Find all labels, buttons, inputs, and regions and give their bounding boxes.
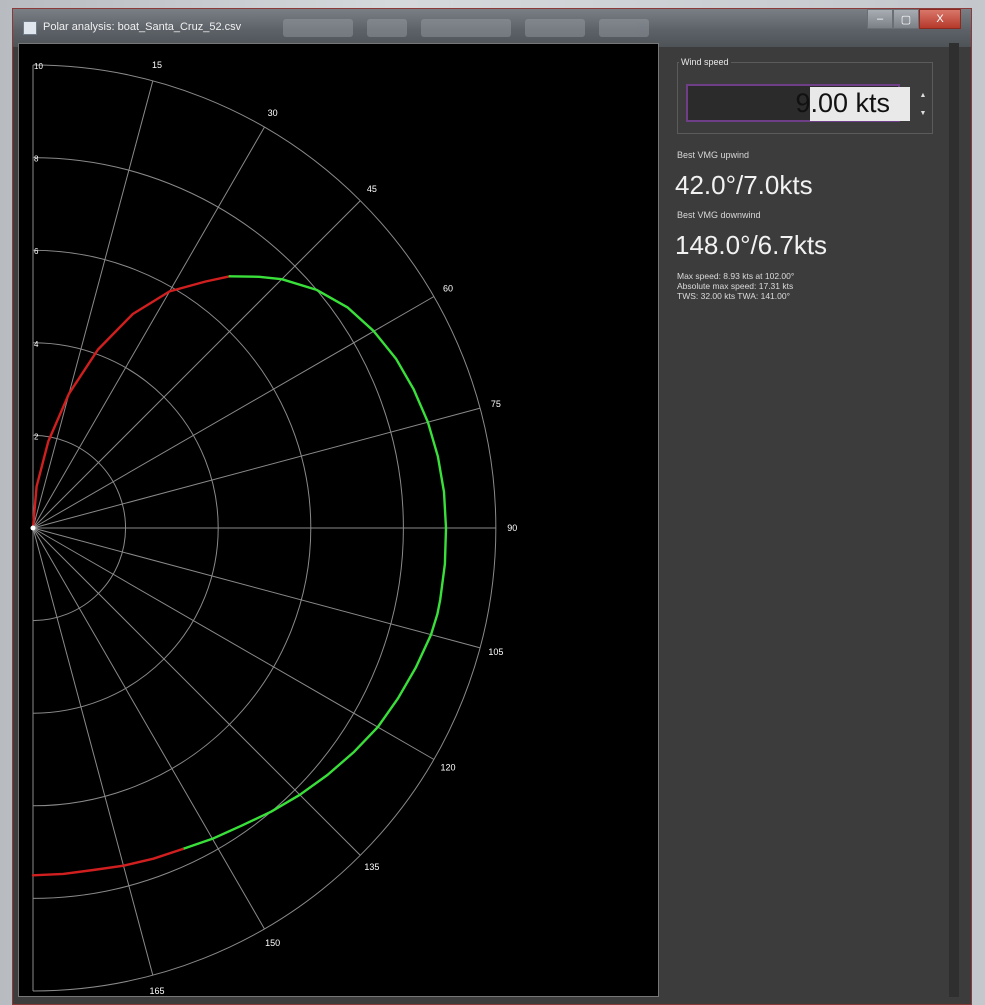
angle-tick-label: 165	[150, 986, 165, 996]
polar-chart-panel: 153045607590105120135150165180246810	[18, 43, 659, 997]
angle-tick-label: 90	[507, 523, 517, 533]
polar-series-line	[181, 275, 448, 851]
best-vmg-downwind-label: Best VMG downwind	[677, 210, 761, 220]
polar-series-line	[31, 275, 231, 530]
polar-spoke	[32, 80, 154, 529]
angle-tick-label: 60	[443, 283, 453, 293]
wind-speed-spinbox[interactable]: 9.00 kts	[686, 84, 900, 122]
angle-tick-label: 30	[268, 108, 278, 118]
angle-tick-label: 75	[491, 399, 501, 409]
app-icon	[23, 21, 37, 35]
window-title: Polar analysis: boat_Santa_Cruz_52.csv	[43, 21, 242, 33]
best-vmg-upwind-label: Best VMG upwind	[677, 150, 750, 160]
radial-tick-label: 6	[34, 247, 39, 256]
angle-tick-label: 150	[265, 938, 280, 948]
polar-spoke	[32, 527, 435, 760]
radial-tick-label: 4	[34, 340, 39, 349]
title-bar[interactable]: Polar analysis: boat_Santa_Cruz_52.csv –…	[13, 9, 971, 47]
radial-tick-label: 8	[34, 155, 39, 164]
polar-spoke	[32, 527, 481, 649]
maximize-button[interactable]: ▢	[893, 9, 919, 29]
best-vmg-upwind-value: 42.0°/7.0kts	[675, 170, 813, 200]
close-button[interactable]: X	[919, 9, 961, 29]
polar-series-line	[31, 847, 184, 877]
polar-spoke	[32, 126, 265, 529]
analysis-side-panel: Wind speed 9.00 kts ▲ ▼ Best VMG upwind …	[663, 43, 960, 997]
polar-spoke	[32, 527, 154, 976]
spin-down-icon[interactable]: ▼	[919, 109, 927, 117]
angle-tick-label: 120	[440, 763, 455, 773]
angle-tick-label: 45	[367, 184, 377, 194]
spin-up-icon[interactable]: ▲	[919, 91, 927, 99]
best-vmg-downwind-value: 148.0°/6.7kts	[675, 230, 828, 260]
polar-spoke	[32, 527, 361, 856]
polar-spoke	[32, 200, 361, 529]
angle-tick-label: 105	[488, 647, 503, 657]
background-taskbar-ghost	[283, 19, 683, 41]
polar-origin-point	[30, 525, 36, 531]
wind-speed-spin-buttons[interactable]: ▲ ▼	[916, 86, 930, 124]
tws-twa-text: TWS: 32.00 kts TWA: 141.00°	[677, 291, 790, 301]
side-panel-scrollbar[interactable]	[949, 43, 959, 997]
window-controls: – ▢ X	[867, 9, 961, 31]
polar-spoke	[32, 527, 265, 930]
wind-speed-value-highlight	[810, 87, 910, 121]
polar-chart: 153045607590105120135150165180246810	[30, 60, 517, 996]
absolute-max-speed-text: Absolute max speed: 17.31 kts	[677, 281, 794, 291]
wind-speed-value: 9.00 kts	[795, 88, 890, 118]
radial-tick-label: 2	[34, 432, 39, 441]
minimize-button[interactable]: –	[867, 9, 893, 29]
wind-speed-group	[677, 62, 933, 134]
angle-tick-label: 135	[364, 862, 379, 872]
polar-spoke	[32, 407, 481, 529]
polar-spoke	[32, 296, 435, 529]
max-speed-text: Max speed: 8.93 kts at 102.00°	[677, 271, 795, 281]
angle-tick-label: 15	[152, 60, 162, 70]
wind-speed-label: Wind speed	[679, 57, 731, 67]
radial-tick-label: 10	[34, 62, 43, 71]
